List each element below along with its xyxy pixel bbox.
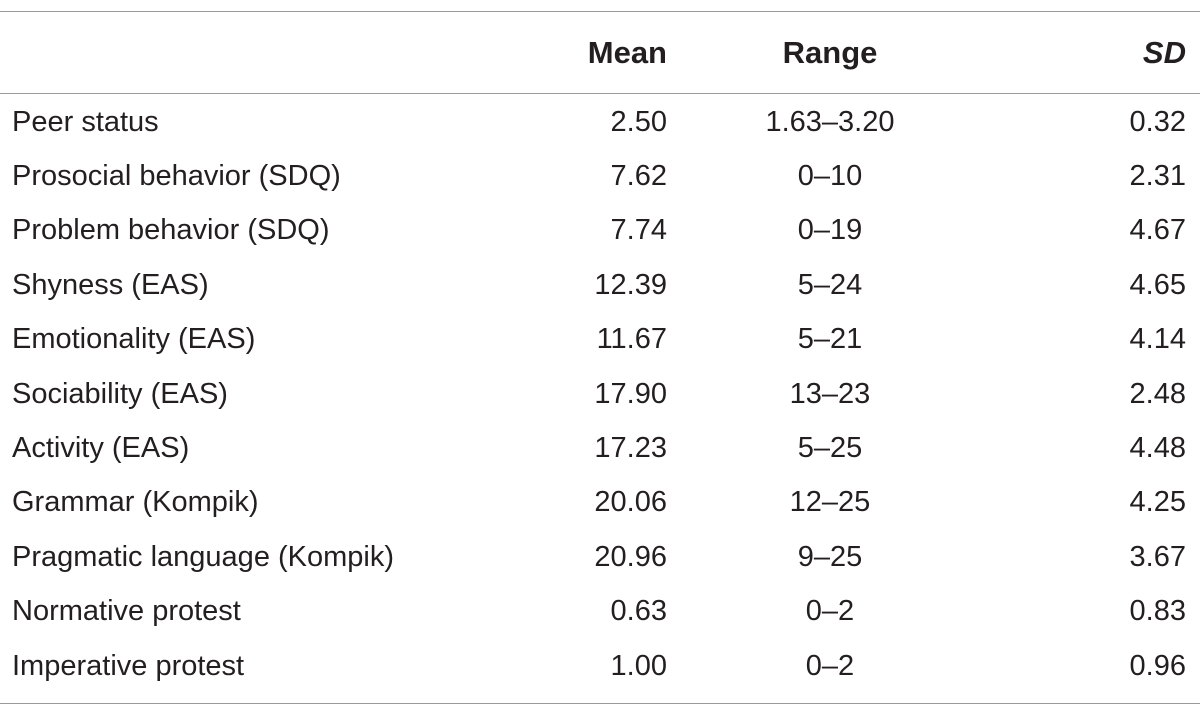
cell-sd: 3.67: [1129, 540, 1186, 573]
bottom-rule: [0, 703, 1200, 704]
cell-mean: 0.63: [610, 595, 667, 628]
table-row: Problem behavior (SDQ) 7.74 0–19 4.67: [0, 204, 1200, 258]
table-row: Pragmatic language (Kompik) 20.96 9–25 3.67: [0, 530, 1200, 584]
cell-range: 0–2: [805, 595, 855, 628]
cell-mean: 11.67: [596, 323, 667, 356]
cell-range: 5–25: [797, 432, 863, 465]
cell-mean: 20.96: [594, 540, 667, 573]
cell-sd: 4.25: [1129, 486, 1186, 519]
cell-mean: 7.62: [610, 160, 667, 193]
table-row: Sociability (EAS) 17.90 13–23 2.48: [0, 367, 1200, 421]
cell-sd: 2.48: [1129, 377, 1186, 410]
cell-mean: 17.90: [594, 377, 667, 410]
cell-mean: 20.06: [594, 486, 667, 519]
cell-label: Peer status: [12, 105, 159, 138]
table-row: Peer status 2.50 1.63–3.20 0.32: [0, 93, 1200, 149]
cell-sd: 4.14: [1129, 323, 1186, 356]
table-row: Imperative protest 1.00 0–2 0.96: [0, 639, 1200, 693]
header-mean: Mean: [587, 35, 667, 70]
cell-mean: 12.39: [594, 268, 667, 301]
cell-sd: 0.32: [1129, 105, 1186, 138]
header-row: Mean Range SD: [0, 0, 1200, 93]
cell-sd: 2.31: [1129, 160, 1186, 193]
top-rule: [0, 11, 1200, 12]
cell-range: 5–24: [797, 268, 863, 301]
cell-mean: 1.00: [610, 649, 667, 682]
cell-sd: 0.83: [1129, 595, 1186, 628]
cell-range: 1.63–3.20: [765, 105, 895, 138]
cell-range: 13–23: [789, 377, 871, 410]
cell-range: 9–25: [797, 540, 863, 573]
cell-label: Prosocial behavior (SDQ): [12, 160, 341, 193]
cell-sd: 4.67: [1129, 214, 1186, 247]
cell-range: 0–2: [805, 649, 855, 682]
cell-range: 12–25: [789, 486, 871, 519]
cell-label: Normative protest: [12, 595, 241, 628]
cell-range: 0–10: [797, 160, 863, 193]
table-row: Activity (EAS) 17.23 5–25 4.48: [0, 421, 1200, 475]
cell-mean: 2.50: [610, 105, 667, 138]
header-rule: [0, 93, 1200, 94]
cell-sd: 4.65: [1129, 268, 1186, 301]
table-row: Normative protest 0.63 0–2 0.83: [0, 585, 1200, 639]
cell-label: Grammar (Kompik): [12, 486, 259, 519]
table-body: Peer status 2.50 1.63–3.20 0.32 Prosocial be…: [0, 93, 1200, 693]
cell-sd: 4.48: [1129, 432, 1186, 465]
cell-label: Activity (EAS): [12, 432, 190, 465]
cell-label: Sociability (EAS): [12, 377, 228, 410]
header-sd: SD: [1142, 35, 1186, 70]
cell-label: Emotionality (EAS): [12, 323, 256, 356]
cell-mean: 7.74: [610, 214, 667, 247]
cell-range: 5–21: [797, 323, 863, 356]
table-row: Emotionality (EAS) 11.67 5–21 4.14: [0, 313, 1200, 367]
table-row: Prosocial behavior (SDQ) 7.62 0–10 2.31: [0, 149, 1200, 203]
header-label: [0, 0, 560, 93]
cell-label: Problem behavior (SDQ): [12, 214, 330, 247]
header-range: Range: [782, 35, 878, 70]
cell-range: 0–19: [797, 214, 863, 247]
cell-label: Imperative protest: [12, 649, 245, 682]
cell-label: Pragmatic language (Kompik): [12, 540, 395, 573]
cell-mean: 17.23: [594, 432, 667, 465]
cell-sd: 0.96: [1129, 649, 1186, 682]
cell-label: Shyness (EAS): [12, 268, 209, 301]
table-row: Grammar (Kompik) 20.06 12–25 4.25: [0, 476, 1200, 530]
table-row: Shyness (EAS) 12.39 5–24 4.65: [0, 258, 1200, 312]
